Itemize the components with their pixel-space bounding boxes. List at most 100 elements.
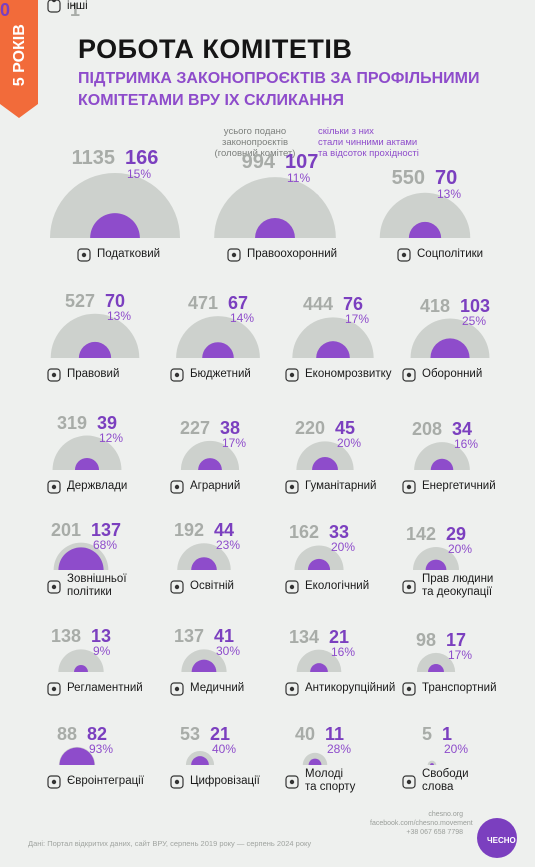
committee-name: Регламентний <box>67 682 143 694</box>
icon <box>397 248 411 262</box>
passed-semicircle <box>191 557 217 570</box>
total-value: 471 <box>187 293 218 314</box>
icon-dot <box>174 484 180 490</box>
passed-semicircle <box>90 213 140 238</box>
icon-dot <box>406 584 412 590</box>
total-semicircle <box>296 441 354 470</box>
passed-value: 1 <box>442 724 453 744</box>
passed-percent: 15% <box>127 166 152 181</box>
icon-dot <box>289 372 295 378</box>
passed-semicircle <box>58 547 104 570</box>
icon <box>170 368 184 382</box>
committee-name: Молоді та спорту <box>305 768 356 794</box>
total-value: 1 <box>69 0 80 20</box>
icon <box>285 368 299 382</box>
icon <box>170 580 184 594</box>
passed-value: 44 <box>214 520 235 541</box>
total-semicircle <box>176 316 260 358</box>
passed-value: 41 <box>214 626 235 647</box>
passed-percent: 9% <box>93 644 111 659</box>
committee-name: Правовий <box>67 368 120 380</box>
passed-semicircle <box>425 559 447 570</box>
passed-value: 70 <box>105 290 126 311</box>
total-value: 134 <box>288 626 319 647</box>
passed-semicircle <box>430 338 470 358</box>
total-value: 444 <box>302 294 333 315</box>
passed-percent: 20% <box>448 542 473 556</box>
icon <box>47 368 61 382</box>
passed-percent: 17% <box>345 312 370 327</box>
annotation-passed: скільки з них стали чинними актами та ві… <box>318 126 419 159</box>
icon-dot <box>51 584 57 590</box>
passed-semicircle <box>428 664 444 672</box>
total-value: 98 <box>415 629 436 650</box>
badge: 5 РОКІВ <box>10 24 28 87</box>
passed-semicircle <box>430 458 454 470</box>
committee-name: Медичний <box>190 682 245 694</box>
icon <box>285 580 299 594</box>
passed-value: 76 <box>343 294 364 315</box>
icon-dot <box>401 252 407 258</box>
total-value: 142 <box>405 524 436 544</box>
passed-semicircle <box>430 763 434 765</box>
icon <box>170 682 184 696</box>
passed-percent: 17% <box>222 435 247 450</box>
icon <box>402 682 416 696</box>
passed-percent: 25% <box>462 313 487 328</box>
committee-name: Екологічний <box>305 580 370 592</box>
passed-semicircle <box>310 663 328 672</box>
passed-percent: 16% <box>331 644 356 659</box>
committee-name: Держвлади <box>67 480 128 492</box>
logo-circle <box>477 818 517 858</box>
icon <box>402 368 416 382</box>
icon <box>77 248 91 262</box>
committee-name: Освітній <box>190 580 234 592</box>
links: chesno.org facebook.com/chesno.movement … <box>370 811 473 837</box>
total-value: 1135 <box>71 146 115 169</box>
icon <box>47 682 61 696</box>
icon <box>170 480 184 494</box>
total-value: 137 <box>173 626 204 647</box>
committee-name: Енергетичний <box>422 480 496 492</box>
passed-semicircle <box>59 747 95 765</box>
passed-percent: 23% <box>216 538 241 553</box>
icon <box>402 580 416 594</box>
passed-semicircle <box>74 457 100 470</box>
icon-dot <box>81 252 87 258</box>
passed-percent: 12% <box>99 430 124 445</box>
passed-semicircle <box>408 221 442 238</box>
committee-name: Аграрний <box>190 480 241 492</box>
total-semicircle <box>58 649 104 672</box>
total-value: 319 <box>56 412 87 433</box>
passed-percent: 93% <box>89 741 114 756</box>
committee-name: Транспортний <box>422 682 497 694</box>
total-semicircle <box>427 760 437 765</box>
total-semicircle <box>294 545 344 570</box>
passed-percent: 20% <box>337 436 362 451</box>
passed-value: 17 <box>446 629 467 650</box>
icon <box>285 775 299 789</box>
total-value: 994 <box>241 151 275 174</box>
passed-percent: 20% <box>331 540 356 555</box>
total-semicircle <box>50 313 140 358</box>
committee-name: Податковий <box>97 248 161 260</box>
total-semicircle <box>292 317 374 358</box>
icon-dot <box>289 584 295 590</box>
ribbon <box>0 0 38 118</box>
passed-value: 38 <box>220 417 241 438</box>
icon <box>47 0 61 13</box>
passed-percent: 40% <box>212 742 237 756</box>
passed-value: 34 <box>452 419 473 440</box>
passed-semicircle <box>255 218 295 238</box>
passed-semicircle <box>74 665 88 672</box>
icon-dot <box>51 0 57 3</box>
passed-percent: 20% <box>444 742 469 756</box>
title: РОБОТА КОМІТЕТІВ <box>78 34 353 64</box>
total-value: 208 <box>411 419 442 440</box>
committee-name: Бюджетний <box>190 368 251 380</box>
total-semicircle <box>214 177 336 238</box>
committee-name: Економрозвитку <box>305 368 392 380</box>
passed-semicircle <box>78 341 112 358</box>
passed-percent: 28% <box>327 742 352 756</box>
